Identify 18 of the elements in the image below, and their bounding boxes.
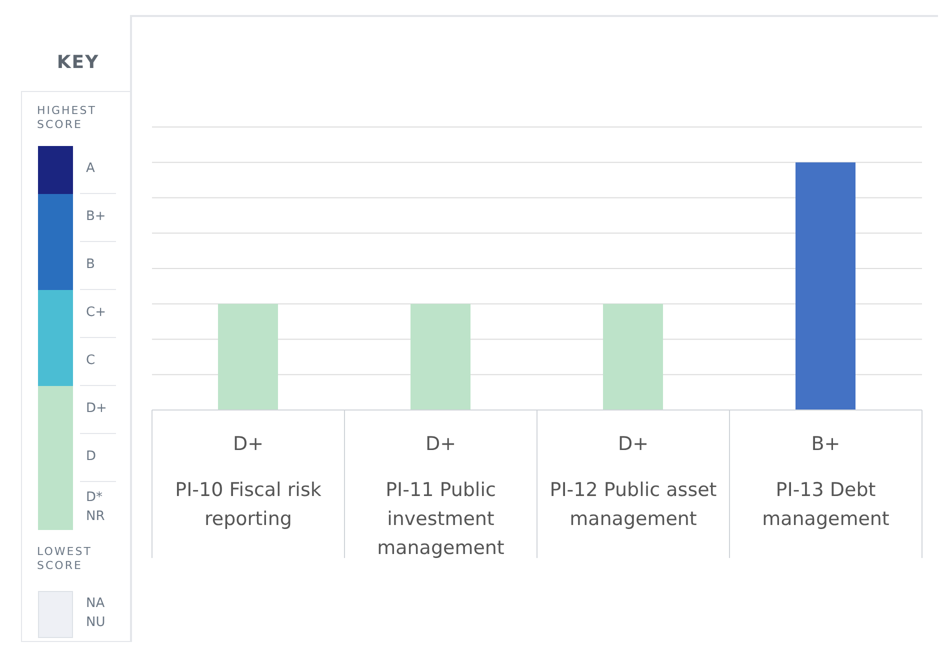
category-label: D+ PI-10 Fiscal risk reporting <box>175 433 322 530</box>
text: NA <box>86 596 105 611</box>
text: A <box>86 161 95 176</box>
category-label: D+ PI-12 Public asset management <box>550 433 717 530</box>
legend-title: KEY <box>56 52 100 73</box>
text: C+ <box>86 305 106 320</box>
text: NU <box>86 615 106 630</box>
category-label: D+ PI-11 Public investment management <box>377 433 504 559</box>
text: LOWEST SCORE <box>37 545 93 573</box>
text: D+ <box>86 401 107 416</box>
text: D <box>86 449 96 464</box>
text: C <box>86 353 96 368</box>
text: NR <box>86 509 105 524</box>
text: HIGHEST SCORE <box>37 104 98 132</box>
text: B <box>86 257 95 272</box>
text: B+ <box>86 209 106 224</box>
text: D* <box>86 490 103 505</box>
category-label: B+ PI-13 Debt management <box>762 433 890 530</box>
